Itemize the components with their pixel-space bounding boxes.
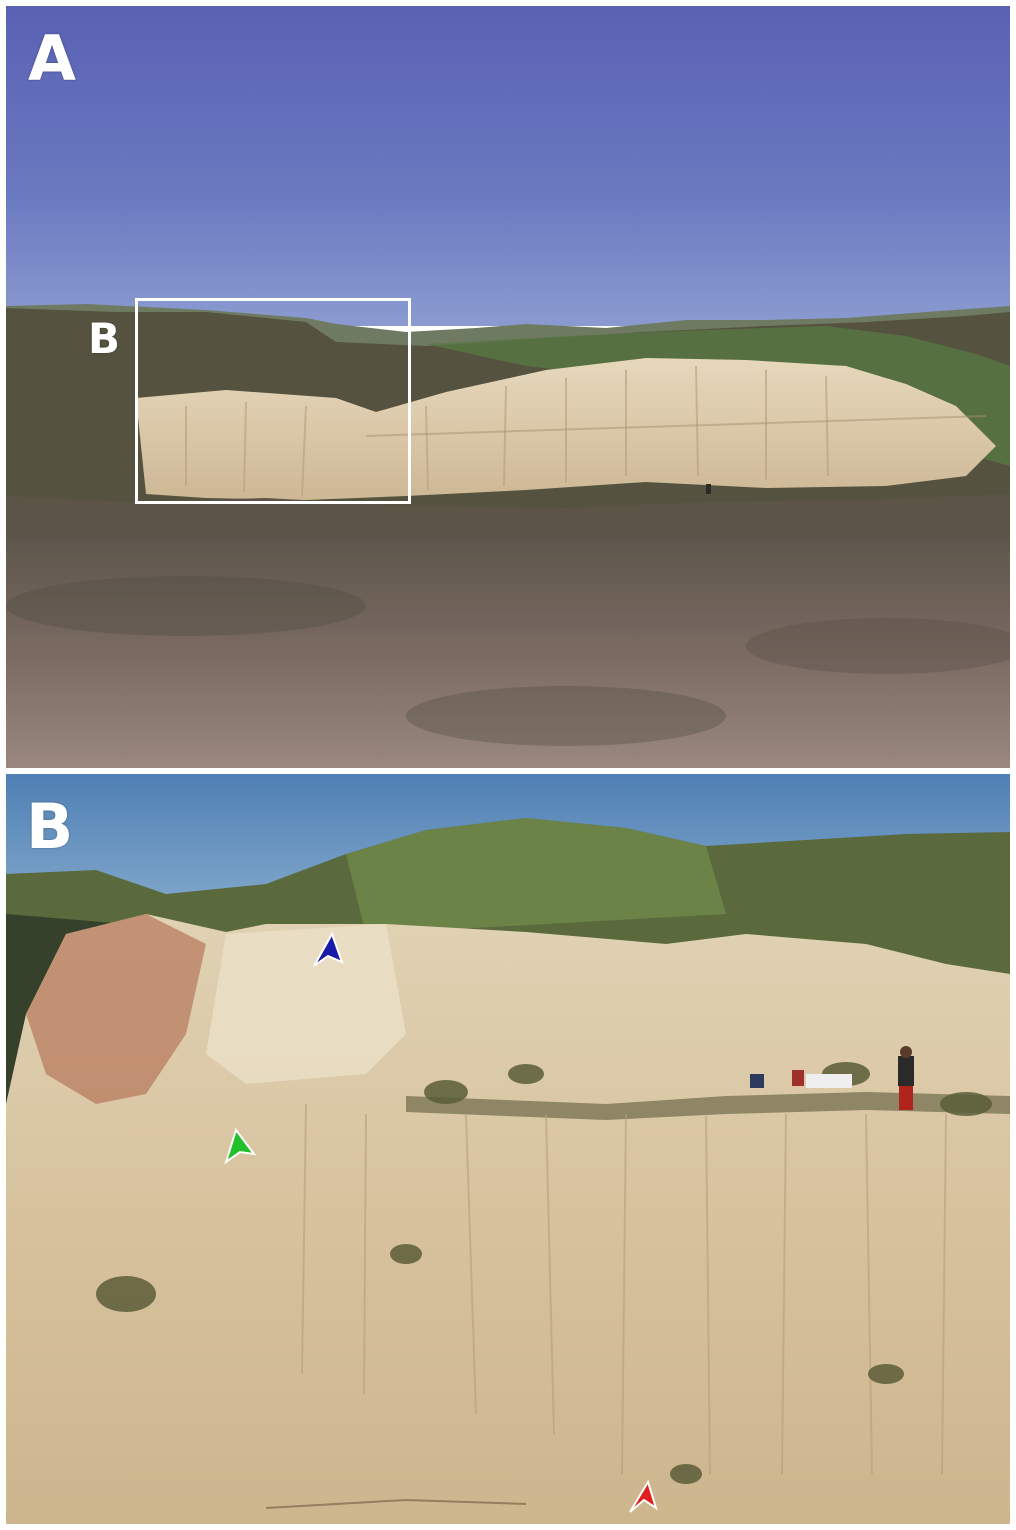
inset-label-b: B (88, 314, 121, 363)
field-shadow (6, 576, 366, 636)
inset-box (135, 298, 411, 504)
weathered-reddish-zone (26, 914, 206, 1104)
outcrop-bedding (365, 415, 987, 437)
sky (6, 6, 1010, 326)
ploughed-field (6, 538, 1010, 768)
bedding-plane (265, 1498, 527, 1509)
field-shadow (746, 618, 1010, 674)
panel-b-outcrop-closeup (6, 774, 1010, 1524)
panel-b-photo: B (6, 774, 1010, 1524)
panel-label-b: B (26, 790, 74, 863)
panel-a-photo: A B (6, 6, 1010, 768)
person-figure (706, 484, 711, 494)
blue-arrowhead-icon (308, 930, 348, 970)
base-shrubs (6, 494, 1010, 546)
field-shadow (406, 686, 726, 746)
panel-a-landscape (6, 6, 1010, 768)
vertical-fractures (301, 1103, 947, 1475)
pale-upper-bed (206, 924, 406, 1084)
grassy-hilltop (346, 818, 726, 934)
red-arrowhead-icon (622, 1476, 662, 1516)
working-ledge (406, 1092, 1010, 1120)
green-meadow (426, 326, 1010, 466)
field-team (750, 1046, 914, 1110)
green-arrowhead-icon (218, 1126, 258, 1166)
panel-label-a: A (28, 22, 76, 95)
